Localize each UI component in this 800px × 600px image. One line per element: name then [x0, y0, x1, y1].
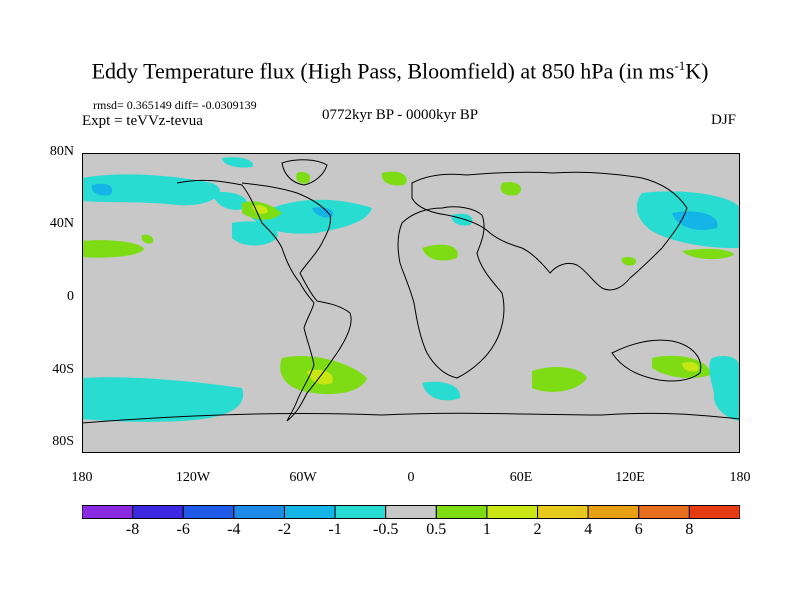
x-tick-60w: 60W — [289, 470, 317, 485]
colorbar-label: 1 — [482, 521, 491, 538]
x-tick-180e: 180 — [729, 470, 751, 485]
colorbar-label: -0.5 — [373, 521, 399, 538]
colorbar-box — [587, 505, 640, 519]
patch-great-lakes-core — [252, 205, 268, 214]
patch-arctic-na — [222, 157, 253, 168]
colorbar-label: -4 — [227, 521, 241, 538]
colorbar-label: -1 — [328, 521, 342, 538]
patch-alaska — [212, 191, 248, 210]
patch-e-asia — [621, 256, 637, 266]
x-tick-180w: 180 — [71, 470, 93, 485]
patch-australia — [652, 355, 711, 379]
x-tick-120e: 120E — [615, 470, 645, 485]
coast-africa — [397, 206, 505, 379]
patch-n-atlantic-core — [312, 207, 334, 218]
colorbar-box — [283, 505, 336, 519]
patch-pacific-25n — [682, 248, 734, 260]
colorbar-box — [537, 505, 589, 519]
colorbar-box — [132, 505, 184, 519]
patch-s-atlantic — [422, 381, 461, 401]
colorbar-box — [688, 505, 740, 519]
stats-label: rmsd= 0.365149 diff= -0.0309139 — [93, 98, 257, 112]
map-panel — [82, 153, 740, 453]
coast-australia — [611, 339, 702, 382]
coast-americas-east — [241, 182, 352, 422]
patch-s-pacific — [82, 377, 244, 422]
colorbar-label: 2 — [533, 521, 542, 538]
coast-greenland — [281, 159, 328, 186]
patch-n-atlantic-east — [381, 171, 407, 186]
patch-n-atlantic — [252, 199, 372, 234]
patch-sw-pacific — [709, 356, 740, 421]
y-tick-0: 0 — [67, 289, 74, 304]
colorbar-box — [435, 505, 488, 519]
x-tick-60e: 60E — [509, 470, 533, 485]
period-label: 0772kyr BP - 0000kyr BP — [322, 107, 479, 123]
y-tick-40n: 40N — [49, 216, 74, 231]
colorbar-box — [486, 505, 539, 519]
patch-n-africa — [422, 244, 458, 261]
patch-australia-core — [682, 362, 699, 372]
chart-title: Eddy Temperature flux (High Pass, Bloomf… — [91, 58, 709, 84]
coast-americas-west — [176, 179, 315, 422]
colorbar-label: 0.5 — [426, 521, 447, 538]
colorbar-label: -8 — [125, 521, 140, 538]
colorbar-label: 4 — [584, 521, 593, 538]
coast-antarctica — [82, 412, 740, 424]
patch-s-indian — [532, 367, 587, 392]
x-tick-0: 0 — [407, 470, 415, 485]
colorbar — [82, 505, 740, 519]
patch-mediterranean — [451, 213, 473, 226]
y-tick-80s: 80S — [52, 434, 74, 449]
map-frame — [82, 153, 740, 453]
colorbar-label: -6 — [176, 521, 190, 538]
y-tick-80n: 80N — [49, 144, 74, 159]
patch-pacific-small — [141, 234, 154, 244]
coast-eurasia — [411, 171, 688, 291]
patch-n-pacific-mid — [91, 183, 113, 196]
colorbar-box — [638, 505, 690, 519]
x-tick-120w: 120W — [175, 470, 211, 485]
anomaly-patches — [82, 157, 740, 422]
patch-siberia — [500, 182, 522, 196]
colorbar-box — [385, 505, 437, 519]
coastlines — [82, 159, 740, 424]
patch-pacific-30n — [82, 240, 144, 258]
season-label: DJF — [711, 112, 737, 128]
colorbar-label: 8 — [685, 521, 694, 538]
colorbar-label: -2 — [277, 521, 292, 538]
patch-n-pacific-west — [82, 174, 220, 206]
colorbar-box — [233, 505, 285, 519]
colorbar-box — [82, 505, 134, 519]
y-tick-40s: 40S — [52, 362, 74, 377]
experiment-label: Expt = teVVz-tevua — [82, 113, 203, 129]
colorbar-box — [334, 505, 387, 519]
patch-greenland — [296, 171, 311, 184]
colorbar-label: 6 — [634, 521, 643, 538]
colorbar-box — [182, 505, 235, 519]
